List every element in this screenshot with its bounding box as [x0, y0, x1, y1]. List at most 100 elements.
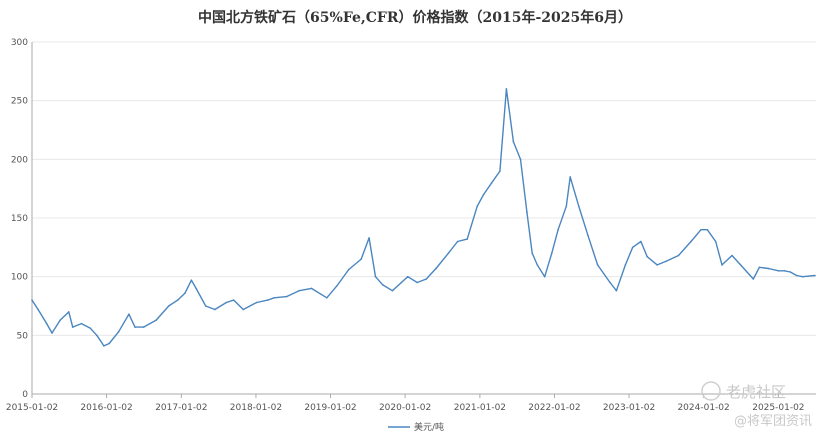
- data-point: [368, 237, 370, 239]
- data-point: [569, 176, 571, 178]
- data-point: [739, 264, 742, 266]
- data-point: [578, 205, 580, 208]
- x-tick-label: 2022-01-02: [528, 403, 580, 413]
- data-point: [677, 254, 680, 257]
- data-point: [482, 193, 485, 196]
- data-point: [731, 254, 733, 257]
- data-point: [195, 287, 197, 290]
- data-point: [335, 285, 338, 287]
- data-point: [80, 322, 83, 325]
- data-point: [155, 319, 157, 321]
- data-point: [543, 275, 546, 278]
- x-tick-label: 2018-01-02: [230, 403, 282, 413]
- data-point: [646, 255, 648, 258]
- data-point: [407, 275, 409, 278]
- data-point: [536, 264, 539, 266]
- data-point: [505, 88, 508, 90]
- x-tick-label: 2016-01-02: [80, 403, 132, 413]
- data-point: [347, 268, 350, 271]
- data-point: [531, 252, 533, 254]
- watermark-line2: @将军团资讯: [734, 414, 812, 429]
- y-tick-label: 50: [17, 331, 29, 341]
- data-point: [391, 289, 394, 292]
- y-tick-label: 250: [11, 97, 28, 107]
- x-tick-label: 2020-01-02: [379, 403, 431, 413]
- x-tick-label: 2025-01-02: [752, 403, 804, 413]
- data-point: [68, 311, 70, 313]
- data-point: [519, 158, 522, 161]
- data-point: [656, 264, 658, 266]
- watermark-line1: 老虎社区: [726, 383, 786, 401]
- data-point: [631, 246, 634, 249]
- data-point: [273, 297, 275, 299]
- data-point: [255, 301, 258, 304]
- data-point: [184, 292, 186, 294]
- x-tick-label: 2019-01-02: [304, 403, 356, 413]
- y-tick-label: 150: [11, 214, 28, 224]
- legend[interactable]: 美元/吨: [388, 421, 444, 433]
- data-point: [214, 308, 216, 311]
- data-point: [360, 258, 363, 260]
- data-point: [117, 331, 120, 333]
- data-point: [795, 274, 798, 277]
- data-point: [134, 326, 136, 328]
- data-point: [526, 211, 528, 213]
- data-point: [783, 270, 786, 272]
- data-point: [382, 284, 384, 286]
- y-tick-label: 0: [22, 390, 28, 400]
- axes: [31, 42, 816, 395]
- data-point: [435, 267, 437, 270]
- data-point: [89, 327, 92, 330]
- data-point: [45, 322, 48, 325]
- data-point: [777, 270, 780, 272]
- data-point: [640, 240, 642, 243]
- x-tick-label: 2023-01-02: [603, 403, 655, 413]
- data-point: [242, 308, 245, 311]
- data-point: [400, 281, 403, 284]
- data-point: [103, 345, 105, 347]
- data-point: [374, 275, 377, 278]
- series-line: [31, 88, 816, 347]
- data-point: [490, 182, 493, 184]
- data-point: [615, 289, 618, 292]
- y-tick-label: 300: [11, 38, 28, 48]
- data-point: [51, 332, 53, 334]
- data-point: [37, 308, 39, 311]
- data-point: [176, 299, 179, 301]
- data-point: [721, 264, 723, 266]
- data-point: [499, 170, 501, 172]
- data-point: [71, 326, 74, 328]
- data-point: [225, 301, 228, 304]
- data-point: [59, 319, 61, 321]
- data-point: [326, 297, 328, 299]
- data-point: [476, 205, 479, 208]
- data-point: [31, 299, 33, 301]
- x-tick-label: 2021-01-02: [454, 403, 506, 413]
- chart-title: 中国北方铁矿石（65%Fe,CFR）价格指数（2015年-2025年6月）: [198, 9, 632, 26]
- data-point: [512, 140, 515, 143]
- data-point: [596, 264, 599, 266]
- data-point: [425, 278, 428, 280]
- data-point: [128, 313, 130, 316]
- data-point: [551, 252, 553, 254]
- data-point: [167, 305, 170, 307]
- data-point: [447, 252, 450, 254]
- data-point: [624, 264, 627, 266]
- data-point: [557, 228, 559, 231]
- data-point: [232, 299, 235, 301]
- data-point: [190, 279, 193, 282]
- data-point: [752, 278, 755, 280]
- data-point: [310, 287, 313, 290]
- data-point: [108, 342, 110, 345]
- data-point: [758, 266, 761, 269]
- data-point: [587, 234, 589, 237]
- data-point: [814, 274, 816, 277]
- data-point: [142, 326, 145, 328]
- x-tick-label: 2017-01-02: [155, 403, 207, 413]
- y-axis-ticks: 0 50 100 150 200 250 300: [11, 38, 28, 400]
- data-point: [466, 238, 469, 240]
- data-point: [714, 240, 717, 243]
- data-point: [285, 295, 288, 298]
- gridlines: [32, 41, 816, 395]
